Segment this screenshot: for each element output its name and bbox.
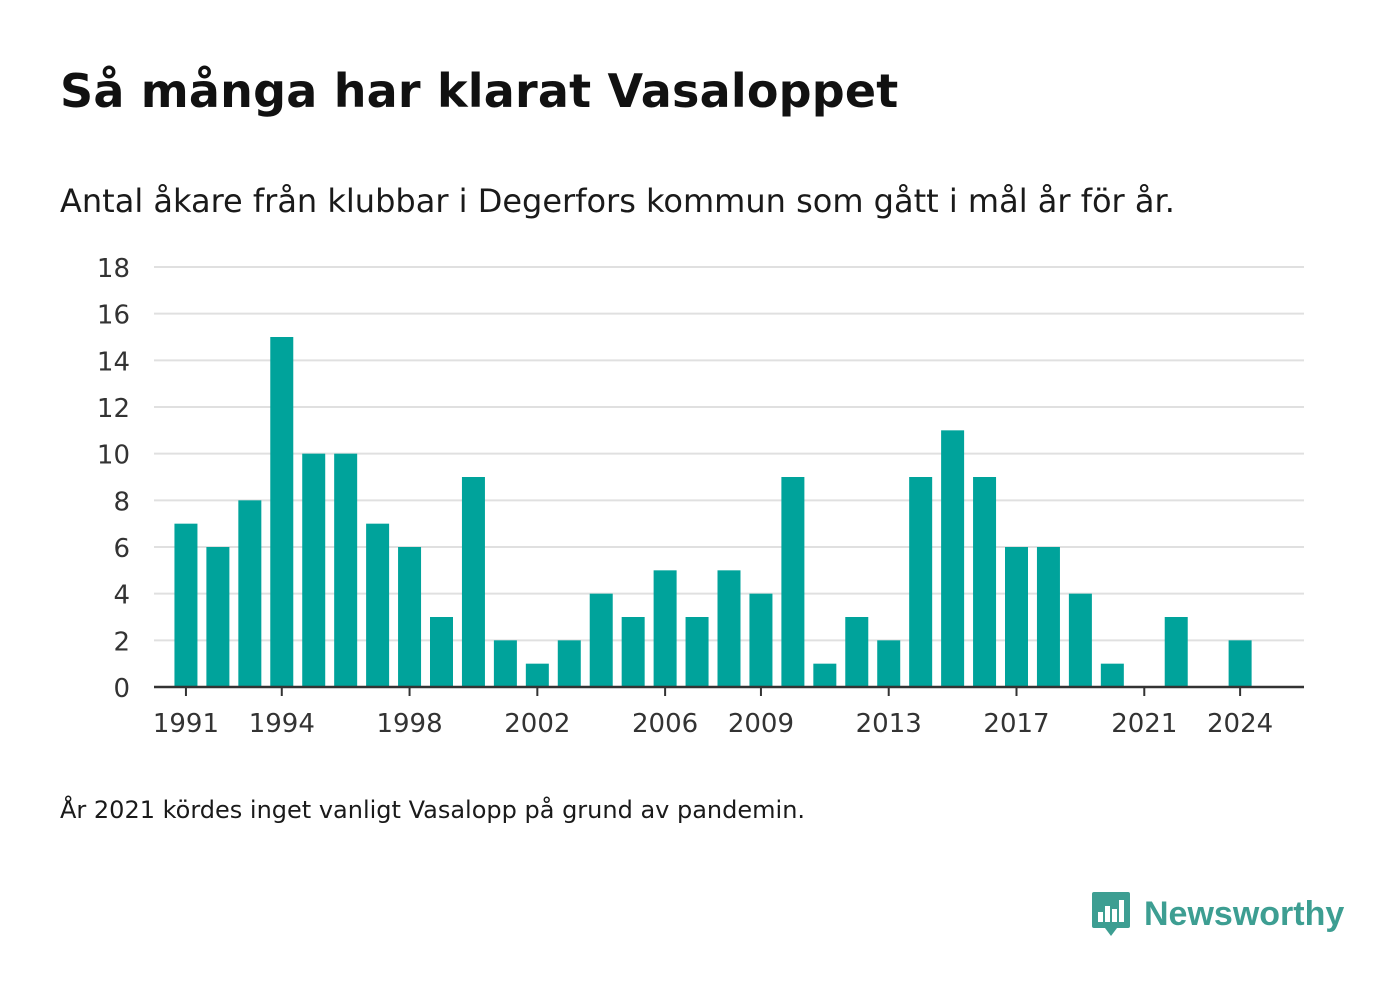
- bar-2019: [1068, 593, 1092, 687]
- chart-subtitle: Antal åkare från klubbar i Degerfors kom…: [60, 182, 1175, 220]
- y-tick-label: 10: [97, 441, 130, 471]
- bar-1996: [334, 453, 358, 687]
- bar-2024: [1228, 640, 1252, 687]
- bar-2009: [749, 593, 773, 687]
- chart-title: Så många har klarat Vasaloppet: [60, 64, 899, 118]
- y-tick-label: 2: [113, 627, 130, 657]
- footnote: År 2021 kördes inget vanligt Vasalopp på…: [60, 796, 806, 824]
- bars: [174, 337, 1252, 687]
- bar-chart-speech-bubble-icon: [1092, 892, 1130, 936]
- x-tick-label: 2021: [1111, 709, 1177, 739]
- bar-2010: [781, 477, 805, 687]
- x-tick-label: 1998: [376, 709, 442, 739]
- bar-1994: [270, 337, 294, 687]
- bar-chart: 0 2 4 6 8 10 12 14 16 18 1991 1994 1998 2002 2006 2009 2…: [97, 254, 1304, 739]
- x-tick-label: 2009: [728, 709, 794, 739]
- bar-2005: [621, 617, 645, 687]
- x-tick-label: 2017: [983, 709, 1049, 739]
- bar-2017: [1005, 547, 1028, 687]
- x-tick-label: 2002: [504, 709, 570, 739]
- y-tick-label: 12: [97, 394, 130, 424]
- x-tick-label: 2006: [632, 709, 698, 739]
- y-tick-label: 4: [113, 581, 130, 611]
- bar-2013: [877, 640, 901, 687]
- x-tick-label: 1991: [153, 709, 219, 739]
- bar-1998: [398, 547, 422, 687]
- x-tick-label: 2013: [856, 709, 922, 739]
- bar-2004: [589, 593, 613, 687]
- bar-2022: [1164, 617, 1188, 687]
- bar-2006: [653, 570, 677, 687]
- bar-2000: [461, 477, 485, 687]
- bar-1993: [238, 500, 262, 687]
- bar-2012: [845, 617, 869, 687]
- brand-logo: Newsworthy: [1090, 890, 1344, 938]
- bar-1992: [206, 547, 230, 687]
- bar-1991: [174, 523, 198, 687]
- bar-1999: [430, 617, 453, 687]
- bar-2007: [685, 617, 709, 687]
- bar-2003: [557, 640, 581, 687]
- bar-2016: [973, 477, 997, 687]
- bar-2014: [909, 477, 933, 687]
- bar-2001: [493, 640, 517, 687]
- y-tick-label: 6: [113, 534, 130, 564]
- brand-name: Newsworthy: [1144, 894, 1345, 933]
- y-tick-label: 18: [97, 254, 130, 284]
- y-tick-label: 0: [113, 674, 130, 704]
- bar-2008: [717, 570, 741, 687]
- y-tick-label: 8: [113, 487, 130, 517]
- y-tick-label: 16: [97, 301, 130, 331]
- tick-labels: 0 2 4 6 8 10 12 14 16 18 1991 1994 1998 2002 2006 2009 2…: [97, 254, 1273, 739]
- bar-2020: [1100, 663, 1124, 687]
- axes: [154, 685, 1304, 696]
- bar-2018: [1036, 547, 1060, 687]
- bar-2011: [813, 663, 837, 687]
- bar-1997: [366, 523, 390, 687]
- bar-2015: [941, 430, 965, 687]
- bar-2002: [525, 663, 549, 687]
- x-tick-label: 2024: [1207, 709, 1273, 739]
- x-tick-label: 1994: [249, 709, 315, 739]
- bar-1995: [302, 453, 326, 687]
- y-tick-label: 14: [97, 347, 130, 377]
